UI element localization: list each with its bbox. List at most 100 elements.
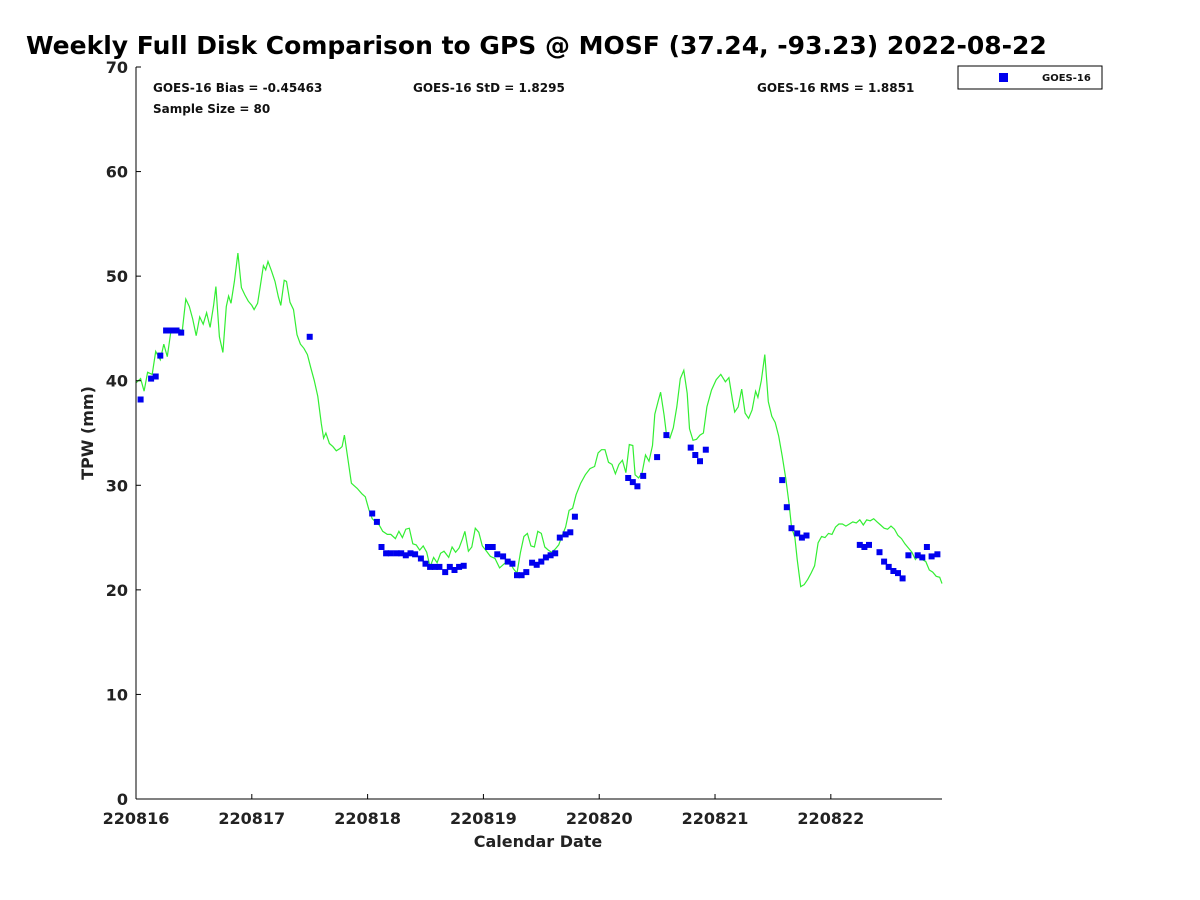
goes-16-point: [866, 541, 872, 548]
goes-16-point: [905, 552, 912, 559]
goes-16-point: [494, 551, 501, 558]
goes-16-point: [442, 569, 449, 576]
plot-area: [135, 67, 943, 799]
goes-16-point: [523, 569, 530, 576]
goes-16-point: [895, 570, 901, 577]
goes-16-point: [923, 544, 930, 550]
goes-16-point: [431, 563, 438, 570]
bias-stat: GOES-16 Bias = -0.45463: [153, 81, 322, 95]
y-tick-label: 0: [117, 790, 128, 809]
y-tick-label: 20: [106, 581, 128, 600]
y-tick-label: 70: [106, 58, 128, 77]
goes-16-point: [625, 475, 632, 481]
goes-16-point: [514, 572, 520, 579]
goes-16-point: [417, 555, 424, 562]
axes: 0 10 20 30 40 50 60 70 220816 220817 220818 220819…: [103, 58, 942, 828]
goes-16-point: [451, 567, 458, 573]
goes-16-point: [556, 534, 563, 541]
goes-16-point: [567, 529, 574, 536]
y-tick-label: 60: [106, 163, 128, 182]
goes-16-point: [398, 550, 405, 557]
y-tick-label: 40: [106, 372, 128, 391]
goes-16-point: [489, 544, 496, 550]
goes-16-point: [518, 572, 525, 579]
goes-16-point: [178, 329, 185, 336]
goes-16-point: [702, 446, 709, 453]
goes-16-point: [788, 525, 795, 532]
goes-16-point: [306, 333, 313, 340]
x-ticks: 220816 220817 220818 220819 220820 220821 2208…: [103, 794, 864, 828]
rms-stat: GOES-16 RMS = 1.8851: [757, 81, 914, 95]
goes-16-point: [890, 568, 897, 574]
goes-16-point: [436, 563, 443, 570]
legend-label: GOES-16: [1042, 73, 1091, 84]
y-tick-label: 10: [106, 685, 128, 704]
goes-16-point: [460, 562, 467, 569]
goes-16-point: [383, 550, 390, 557]
goes-16-point: [697, 458, 703, 465]
std-stat: GOES-16 StD = 1.8295: [413, 81, 565, 95]
legend-box: [957, 65, 1103, 90]
goes-16-point: [173, 327, 180, 334]
goes-16-point: [456, 563, 463, 570]
goes-16-point: [529, 559, 536, 566]
y-ticks: 0 10 20 30 40 50 60 70: [106, 58, 141, 809]
goes-16-point: [856, 541, 863, 548]
goes-16-point: [378, 544, 385, 550]
goes-16-point: [504, 558, 511, 565]
goes-16-point: [654, 454, 661, 461]
goes-16-point: [407, 550, 414, 557]
goes-16-point: [152, 373, 159, 380]
goes-16-point: [783, 504, 790, 511]
goes-16-series: [137, 327, 941, 582]
goes-16-point: [663, 432, 670, 439]
goes-16-point: [919, 554, 926, 561]
goes-16-point: [167, 327, 174, 334]
goes-16-point: [402, 552, 409, 559]
x-tick-label: 220820: [566, 809, 633, 828]
chart-title: Weekly Full Disk Comparison to GPS @ MOS…: [26, 31, 1047, 60]
goes-16-point: [803, 532, 810, 539]
goes-16-point: [934, 551, 941, 558]
goes-16-point: [779, 477, 786, 484]
goes-16-point: [373, 518, 380, 525]
goes-16-point: [640, 472, 647, 479]
goes-16-point: [881, 558, 888, 565]
goes-16-point: [552, 550, 559, 557]
goes-16-point: [533, 561, 540, 568]
goes-16-point: [500, 553, 507, 560]
goes-16-point: [885, 563, 892, 570]
x-tick-label: 220818: [334, 809, 401, 828]
goes-16-point: [509, 560, 516, 567]
goes-16-point: [387, 550, 394, 557]
x-axis-label: Calendar Date: [474, 832, 603, 851]
plot-background: [136, 67, 942, 799]
x-tick-label: 220817: [218, 809, 285, 828]
goes-16-point: [148, 375, 155, 382]
goes-16-point: [928, 553, 935, 560]
goes-16-point: [446, 563, 453, 570]
goes-16-point: [562, 531, 569, 538]
goes-16-point: [485, 544, 491, 550]
legend: GOES-16: [957, 65, 1103, 90]
goes-16-point: [899, 575, 906, 582]
goes-16-point: [692, 452, 699, 458]
goes-16-point: [794, 530, 801, 537]
goes-16-point: [163, 327, 170, 334]
goes-16-point: [412, 551, 419, 558]
goes-16-point: [876, 549, 883, 556]
goes-16-point: [157, 352, 164, 359]
goes-16-point: [687, 444, 694, 451]
y-tick-label: 50: [106, 267, 128, 286]
gps-line: [135, 253, 943, 588]
goes-16-point: [914, 552, 921, 559]
goes-16-point: [571, 513, 578, 520]
x-tick-label: 220821: [682, 809, 749, 828]
y-tick-label: 30: [106, 476, 128, 495]
goes-16-point: [861, 544, 868, 550]
goes-16-point: [542, 554, 549, 561]
goes-16-point: [538, 558, 545, 565]
x-tick-label: 220819: [450, 809, 517, 828]
legend-marker-icon: [999, 73, 1008, 82]
